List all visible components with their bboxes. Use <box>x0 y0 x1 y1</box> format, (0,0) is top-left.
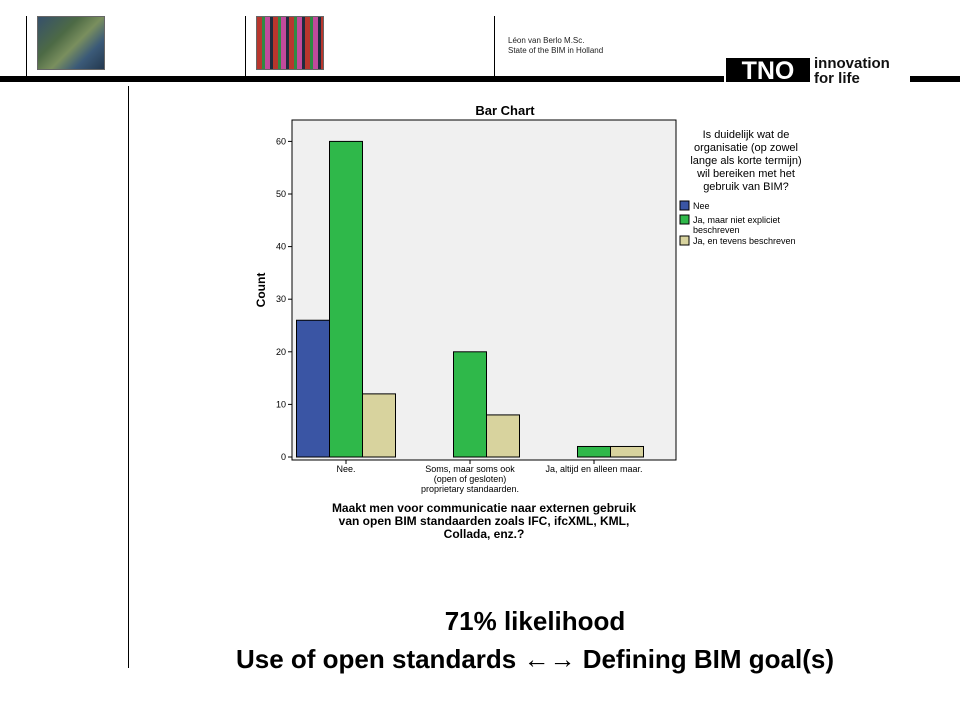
author-info: Léon van Berlo M.Sc. State of the BIM in… <box>508 36 603 56</box>
x-tick-label: proprietary standaarden. <box>421 484 519 494</box>
satellite-map-thumbnail <box>37 16 105 70</box>
header-rule-left <box>0 76 30 82</box>
presentation-title: State of the BIM in Holland <box>508 46 604 55</box>
bar <box>453 351 487 458</box>
y-axis-label: Count <box>254 273 268 308</box>
chart-title: Bar Chart <box>475 103 535 118</box>
bar <box>329 140 363 458</box>
y-tick-label: 20 <box>276 347 286 357</box>
legend-title-line: Is duidelijk wat de <box>703 129 790 141</box>
divider-vertical-3 <box>494 16 495 76</box>
legend-title-line: gebruik van BIM? <box>703 181 789 193</box>
bar <box>486 414 520 458</box>
y-tick-label: 0 <box>281 452 286 462</box>
legend-title-line: wil bereiken met het <box>696 168 795 180</box>
y-tick-label: 10 <box>276 399 286 409</box>
bar <box>577 445 611 458</box>
x-tick-label: Nee. <box>336 464 355 474</box>
legend-label: Ja, maar niet expliciet <box>693 215 781 225</box>
logo-text: TNO <box>742 57 795 84</box>
bar-chart: Bar Chart 0 10 20 30 40 50 60 Nee. Soms, maar s… <box>236 96 826 556</box>
x-axis-label-line: Maakt men voor communicatie naar externe… <box>332 501 636 515</box>
bar <box>296 319 330 458</box>
author-name: Léon van Berlo M.Sc. <box>508 36 585 45</box>
x-tick-label: (open of gesloten) <box>434 474 507 484</box>
legend-label: Ja, en tevens beschreven <box>693 236 796 246</box>
construction-photo-thumbnail <box>256 16 324 70</box>
bar <box>610 445 644 458</box>
divider-vertical-left <box>128 86 129 668</box>
footer-conclusion: Use of open standards ←→ Defining BIM go… <box>235 644 835 674</box>
tagline-line-1: innovation <box>814 55 890 72</box>
y-tick-label: 40 <box>276 242 286 252</box>
tno-logo: TNO <box>726 56 810 89</box>
legend-title-line: organisatie (op zowel <box>694 142 798 154</box>
legend-label: Nee <box>693 201 710 211</box>
x-tick-label: Ja, altijd en alleen maar. <box>545 464 642 474</box>
tagline: innovation for life <box>814 56 890 86</box>
header-rule-middle <box>30 76 724 82</box>
legend-swatch <box>679 214 690 225</box>
divider-vertical-1 <box>26 16 27 76</box>
header-rule-right <box>910 76 960 82</box>
x-axis-label-line: Collada, enz.? <box>444 527 525 541</box>
y-tick-label: 60 <box>276 136 286 146</box>
x-tick-label: Soms, maar soms ook <box>425 464 515 474</box>
tagline-line-2: for life <box>814 70 860 87</box>
y-axis-ticks: 0 10 20 30 40 50 60 <box>276 136 292 462</box>
legend-swatch <box>679 235 690 246</box>
divider-vertical-2 <box>245 16 246 76</box>
bars <box>296 140 644 458</box>
y-tick-label: 30 <box>276 294 286 304</box>
x-axis-label-line: van open BIM standaarden zoals IFC, ifcX… <box>339 514 630 528</box>
legend-title-line: lange als korte termijn) <box>690 155 801 167</box>
bar <box>362 393 396 458</box>
x-axis-label: Maakt men voor communicatie naar externe… <box>332 501 636 541</box>
x-axis-ticks: Nee. Soms, maar soms ook(open of gesloten… <box>336 460 643 494</box>
legend-swatch <box>679 200 690 211</box>
footer-likelihood: 71% likelihood <box>444 606 626 636</box>
legend-label: beschreven <box>693 225 740 235</box>
y-tick-label: 50 <box>276 189 286 199</box>
